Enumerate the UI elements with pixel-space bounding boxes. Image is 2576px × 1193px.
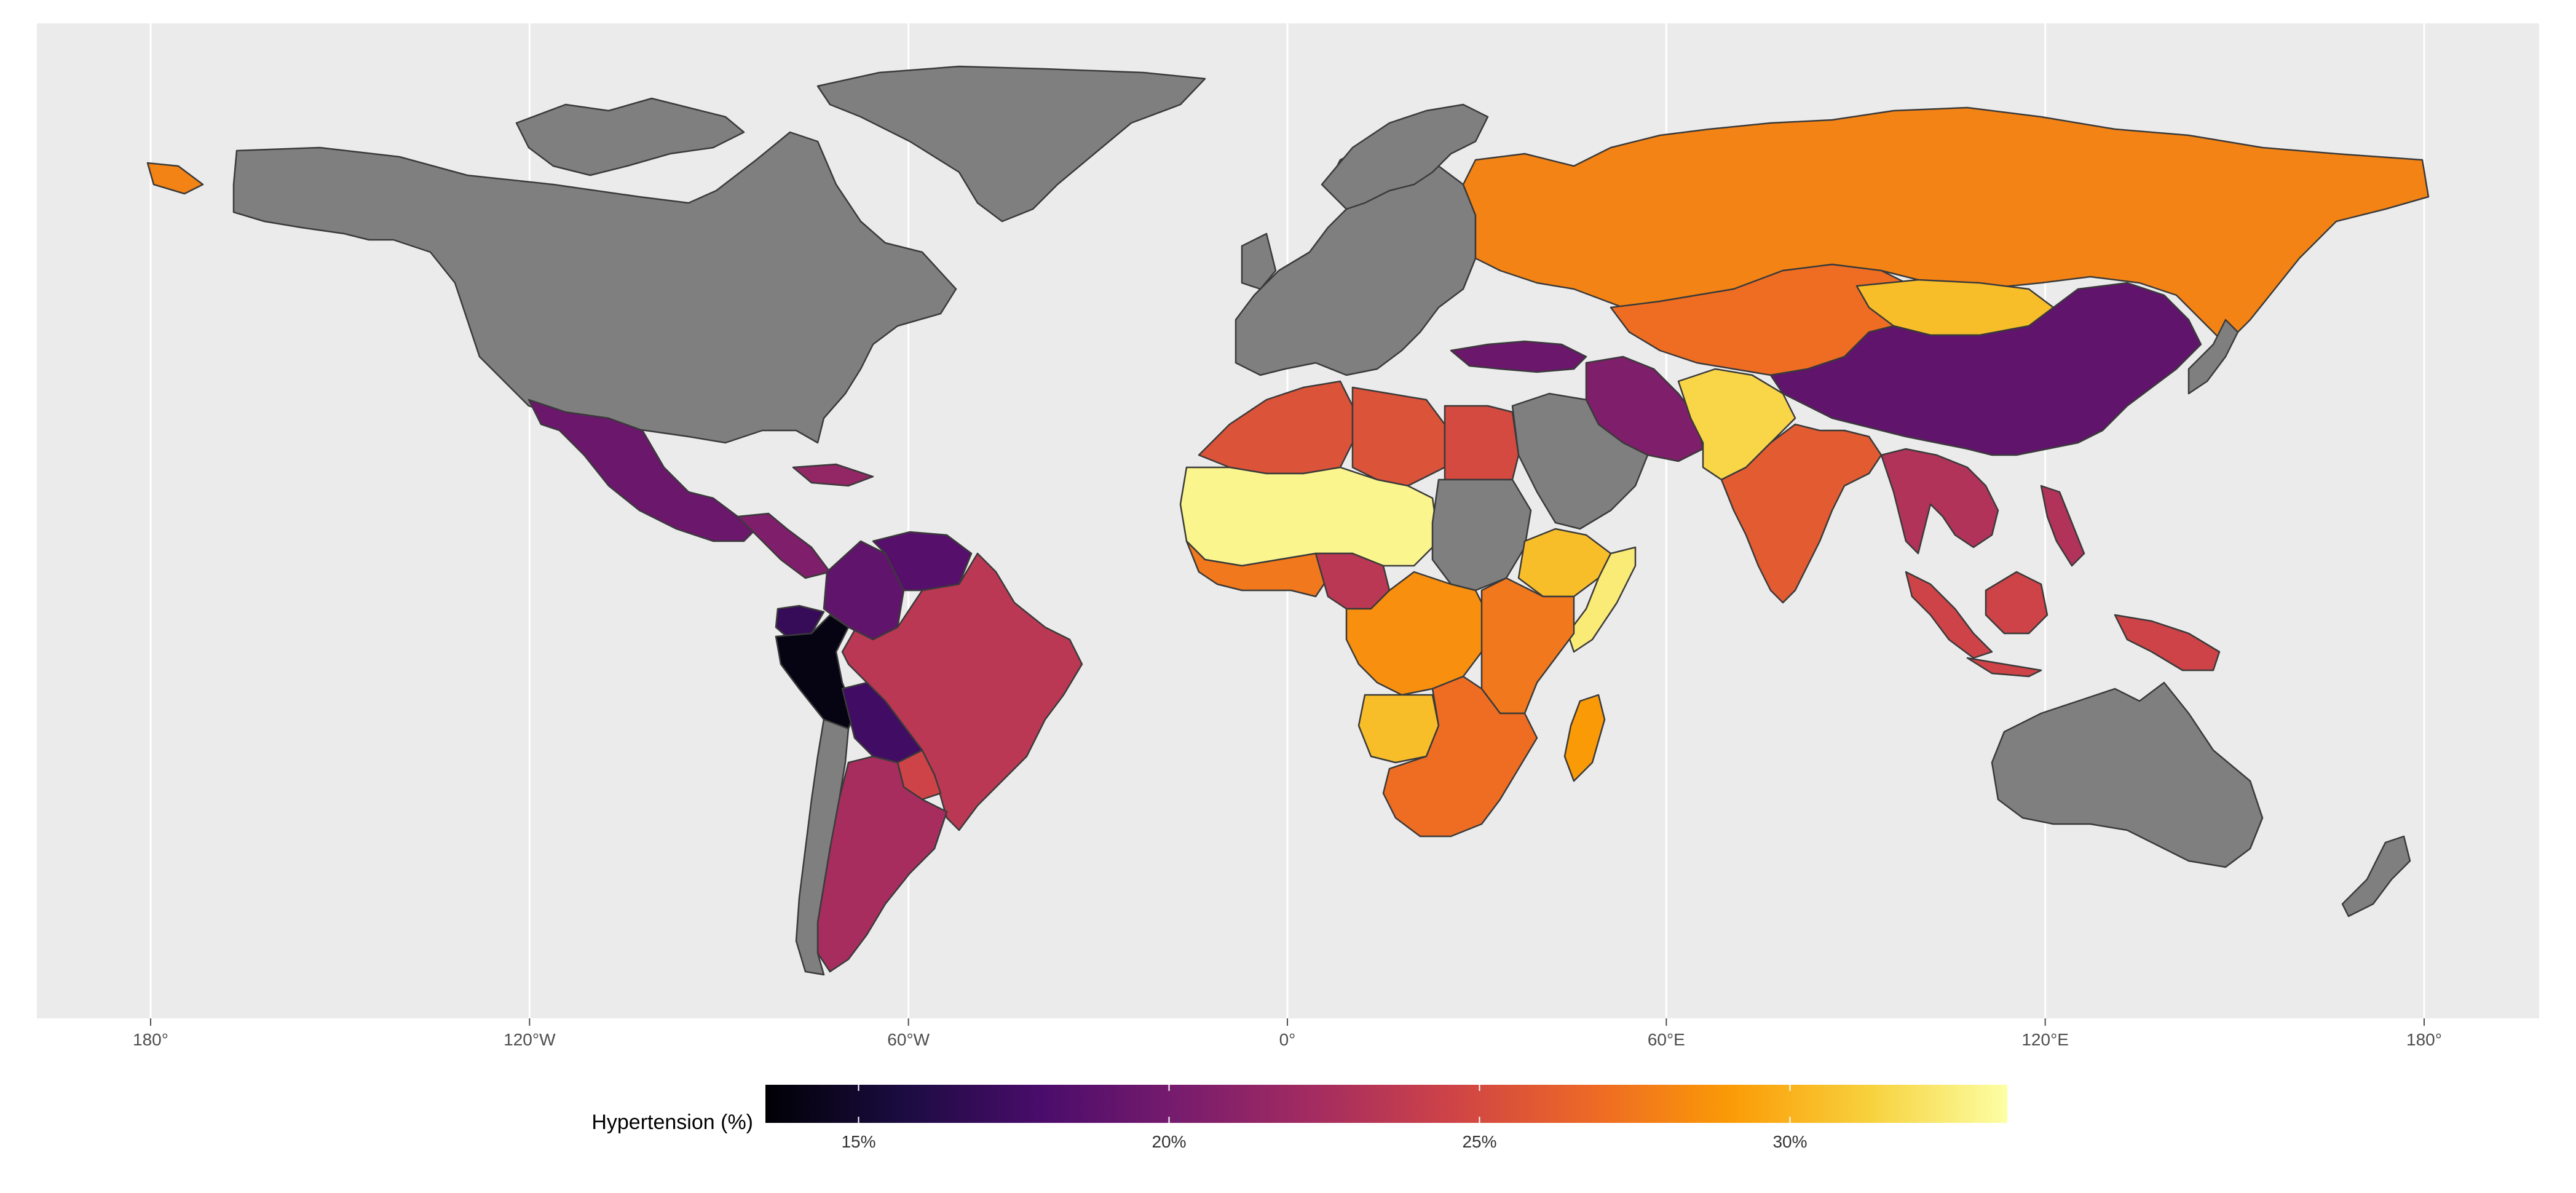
x-tick-label-6: 180° — [2406, 1030, 2442, 1049]
region-southern-africa[interactable] — [1382, 675, 1538, 838]
region-mexico[interactable] — [527, 398, 757, 542]
x-tick-label-3: 0° — [1279, 1030, 1296, 1049]
region-australia[interactable] — [1991, 681, 2264, 868]
x-tick-label-1: 120°W — [504, 1030, 556, 1049]
legend-ticks: 15% 20% 25% 30% — [841, 1085, 1808, 1151]
region-turkey[interactable] — [1450, 340, 1587, 373]
region-chile[interactable] — [795, 718, 850, 976]
region-scandinavia[interactable] — [1321, 103, 1489, 210]
region-india[interactable] — [1720, 423, 1883, 604]
region-north-america-islands[interactable] — [515, 97, 745, 176]
region-papua-new-guinea[interactable] — [2114, 614, 2221, 672]
region-cuba[interactable] — [792, 463, 874, 487]
region-madagascar[interactable] — [1563, 694, 1606, 782]
region-indonesia-java[interactable] — [1966, 657, 2042, 678]
x-tick-label-2: 60°W — [887, 1030, 930, 1049]
legend-title: Hypertension (%) — [591, 1111, 753, 1134]
region-japan[interactable] — [2187, 319, 2239, 395]
region-southeast-asia[interactable] — [1880, 448, 1999, 555]
x-tick-label-0: 180° — [133, 1030, 168, 1049]
legend-tick-label-3: 30% — [1772, 1132, 1807, 1151]
region-indonesia[interactable] — [1905, 571, 1993, 659]
region-north-america[interactable] — [232, 131, 957, 444]
countries-layer — [146, 65, 2430, 976]
region-indonesia-borneo[interactable] — [1985, 571, 2049, 635]
region-greenland[interactable] — [816, 65, 1206, 223]
colorbar-legend: Hypertension (%) 15% 20% 25% 30% — [591, 1085, 2007, 1151]
region-philippines[interactable] — [2040, 485, 2085, 567]
x-tick-label-4: 60°E — [1648, 1030, 1685, 1049]
region-new-zealand[interactable] — [2341, 835, 2411, 918]
region-east-africa[interactable] — [1480, 577, 1575, 715]
region-arabian-peninsula[interactable] — [1511, 392, 1649, 530]
x-tick-label-5: 120°E — [2021, 1030, 2069, 1049]
region-egypt[interactable] — [1444, 405, 1520, 481]
region-west-africa[interactable] — [1185, 540, 1329, 598]
x-axis: 180° 120°W 60°W 0° 60°E 120°E 180° — [133, 1018, 2442, 1049]
region-china[interactable] — [1769, 282, 2202, 456]
region-angola[interactable] — [1357, 694, 1440, 764]
legend-tick-label-2: 25% — [1462, 1132, 1496, 1151]
region-somalia[interactable] — [1567, 546, 1637, 653]
region-uk[interactable] — [1241, 232, 1277, 290]
legend-tick-label-1: 20% — [1152, 1132, 1186, 1151]
legend-colorbar — [765, 1085, 2007, 1123]
region-libya[interactable] — [1351, 386, 1446, 487]
region-alaska-tip[interactable] — [146, 162, 204, 195]
legend-tick-label-0: 15% — [841, 1132, 875, 1151]
